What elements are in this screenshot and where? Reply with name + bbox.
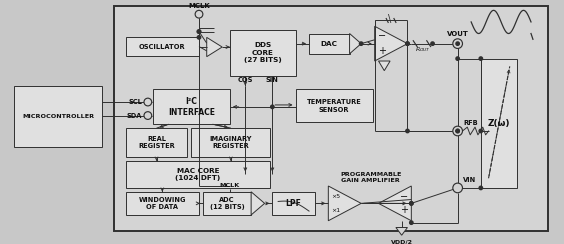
Polygon shape [251, 192, 265, 215]
Text: SIN: SIN [266, 77, 279, 83]
Circle shape [453, 183, 462, 193]
Text: −: − [378, 31, 386, 41]
Bar [14, 86, 103, 147]
Circle shape [197, 35, 201, 40]
Bar [191, 128, 270, 157]
Circle shape [405, 41, 410, 46]
Text: MCLK: MCLK [188, 3, 210, 10]
Bar [126, 37, 199, 56]
Text: −: − [399, 192, 408, 202]
Bar [153, 90, 230, 124]
Bar [126, 161, 270, 188]
Circle shape [453, 39, 462, 49]
Circle shape [455, 56, 460, 61]
Bar [309, 33, 350, 54]
Text: +: + [400, 205, 408, 215]
Circle shape [455, 41, 460, 46]
Text: OSCILLATOR: OSCILLATOR [139, 43, 186, 50]
Text: SDA: SDA [127, 112, 142, 119]
Circle shape [409, 201, 414, 206]
Text: RFB: RFB [464, 120, 478, 126]
Text: VIN: VIN [464, 177, 477, 183]
Polygon shape [207, 37, 222, 57]
Bar [126, 128, 187, 157]
Polygon shape [378, 186, 411, 221]
Text: ×1: ×1 [332, 208, 341, 213]
Text: ADC
(12 BITS): ADC (12 BITS) [210, 197, 244, 210]
Circle shape [455, 129, 460, 133]
Circle shape [359, 41, 364, 46]
Circle shape [478, 56, 483, 61]
Bar [296, 90, 373, 122]
Circle shape [455, 129, 460, 133]
Text: ×5: ×5 [332, 194, 341, 199]
Text: COS: COS [237, 77, 253, 83]
Text: DDS
CORE
(27 BITS): DDS CORE (27 BITS) [244, 42, 281, 63]
Text: VDD/2: VDD/2 [391, 239, 413, 244]
Circle shape [197, 29, 201, 34]
Text: IMAGINARY
REGISTER: IMAGINARY REGISTER [210, 136, 252, 149]
Circle shape [409, 220, 414, 225]
Circle shape [405, 129, 410, 133]
Polygon shape [374, 26, 407, 61]
Text: \: \ [389, 14, 392, 24]
Circle shape [478, 129, 483, 133]
Polygon shape [378, 61, 390, 71]
Text: MAC CORE
(1024 DFT): MAC CORE (1024 DFT) [175, 168, 221, 181]
Bar [481, 59, 518, 188]
Bar [203, 192, 251, 215]
Text: WINDOWING
OF DATA: WINDOWING OF DATA [139, 197, 186, 210]
Text: MCLK: MCLK [220, 183, 240, 189]
Polygon shape [328, 186, 361, 221]
Bar [230, 30, 296, 76]
Circle shape [144, 112, 152, 119]
Text: $R_{OUT}$: $R_{OUT}$ [415, 45, 431, 54]
Circle shape [409, 201, 414, 206]
Circle shape [195, 10, 203, 18]
Text: PROGRAMMABLE
GAIN AMPLIFIER: PROGRAMMABLE GAIN AMPLIFIER [340, 172, 402, 183]
Text: MICROCONTROLLER: MICROCONTROLLER [22, 114, 94, 119]
Text: VOUT: VOUT [447, 31, 469, 37]
Circle shape [453, 126, 462, 136]
Text: Z(ω): Z(ω) [488, 119, 510, 128]
Circle shape [430, 41, 435, 46]
Bar [126, 192, 199, 215]
Text: TEMPERATURE
SENSOR: TEMPERATURE SENSOR [307, 99, 362, 113]
Text: DAC: DAC [321, 41, 338, 47]
Circle shape [405, 41, 410, 46]
Circle shape [270, 104, 275, 109]
Text: SCL: SCL [128, 99, 142, 105]
Text: LPF: LPF [285, 199, 302, 208]
Bar [114, 6, 548, 231]
Text: I²C
INTERFACE: I²C INTERFACE [168, 97, 215, 117]
Circle shape [197, 29, 201, 34]
Polygon shape [350, 33, 361, 54]
Text: +: + [378, 46, 386, 56]
Circle shape [478, 185, 483, 190]
Polygon shape [396, 227, 407, 235]
Circle shape [144, 98, 152, 106]
Text: REAL
REGISTER: REAL REGISTER [138, 136, 175, 149]
Bar [272, 192, 315, 215]
